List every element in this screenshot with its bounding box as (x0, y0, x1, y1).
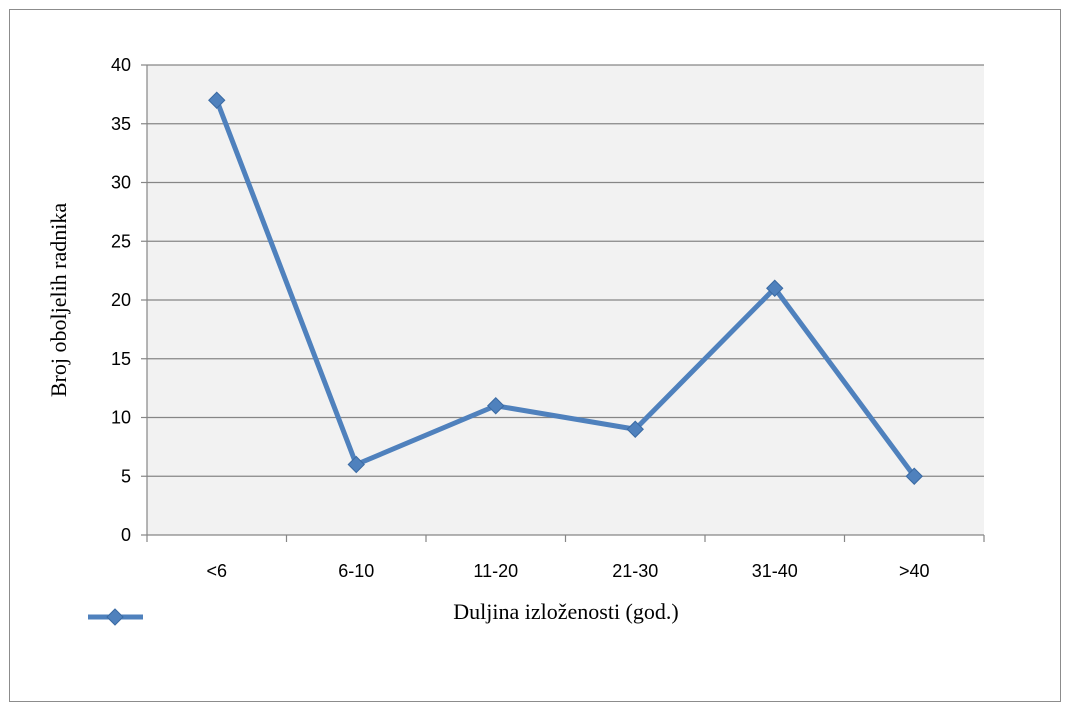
series-line (214, 99, 917, 478)
x-tick-label: <6 (206, 561, 227, 581)
x-tick-label: 31-40 (752, 561, 798, 581)
y-axis-title: Broj oboljelih radnika (46, 203, 71, 398)
x-tick-labels: <6 6-10 11-20 21-30 31-40 >40 (206, 561, 929, 581)
data-point-marker (626, 420, 644, 438)
data-point-marker (487, 397, 505, 415)
y-tick-label: 30 (111, 173, 131, 193)
y-tick-labels: 0 5 10 15 20 25 30 35 40 (111, 55, 131, 545)
x-tick-label: 21-30 (612, 561, 658, 581)
legend-marker (106, 608, 124, 626)
y-tick-label: 35 (111, 114, 131, 134)
series-markers (208, 91, 923, 485)
y-tick-label: 25 (111, 231, 131, 251)
y-tick-label: 0 (121, 525, 131, 545)
x-tick-label: >40 (899, 561, 930, 581)
data-point-marker (766, 279, 784, 297)
x-tick-label: 11-20 (473, 561, 518, 581)
data-point-marker (905, 467, 923, 485)
data-point-marker (347, 455, 365, 474)
y-tick-label: 40 (111, 55, 131, 75)
legend (88, 608, 143, 626)
axes (146, 65, 985, 542)
y-tick-label: 5 (121, 466, 131, 486)
y-tick-label: 15 (111, 349, 131, 369)
y-tick-label: 10 (111, 408, 131, 428)
y-tick-label: 20 (111, 290, 131, 310)
x-axis-title: Duljina izloženosti (god.) (453, 599, 678, 624)
x-tick-label: 6-10 (338, 561, 374, 581)
gridlines (141, 64, 984, 536)
data-point-marker (208, 91, 226, 109)
